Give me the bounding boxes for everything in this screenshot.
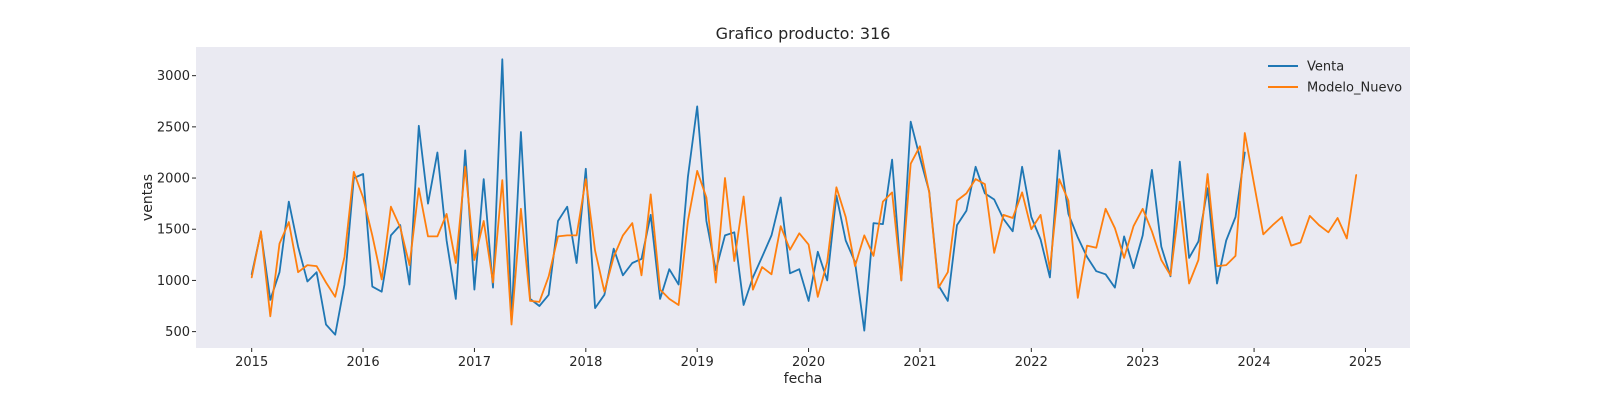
x-axis-label: fecha — [784, 371, 823, 387]
y-tick-label: 500 — [165, 325, 190, 340]
legend-label: Modelo_Nuevo — [1307, 81, 1402, 96]
y-tick-label: 1500 — [157, 223, 190, 238]
y-tick-label: 2000 — [157, 172, 190, 187]
series-line-modelo-nuevo — [250, 132, 1358, 326]
x-tick-label: 2021 — [903, 355, 936, 370]
x-tick-label: 2015 — [235, 355, 268, 370]
y-axis: 500 1000 1500 2000 2500 3000 — [157, 69, 196, 340]
x-axis: 2015 2016 2017 2018 2019 2020 2021 2022 2023 2024… — [235, 348, 1382, 370]
x-tick-label: 2025 — [1349, 355, 1382, 370]
x-tick-label: 2019 — [681, 355, 714, 370]
x-tick-label: 2020 — [792, 355, 825, 370]
chart-title: Grafico producto: 316 — [716, 24, 891, 43]
x-tick-label: 2023 — [1126, 355, 1159, 370]
plot-area — [196, 47, 1410, 348]
y-tick-label: 1000 — [157, 274, 190, 289]
x-tick-label: 2024 — [1238, 355, 1271, 370]
y-tick-label: 2500 — [157, 120, 190, 135]
x-tick-label: 2022 — [1015, 355, 1048, 370]
x-tick-label: 2018 — [569, 355, 602, 370]
series-line-venta — [250, 58, 1246, 336]
legend-label: Venta — [1307, 60, 1344, 75]
y-tick-label: 3000 — [157, 69, 190, 84]
series-layer — [250, 58, 1358, 336]
legend: Venta Modelo_Nuevo — [1268, 60, 1402, 96]
x-tick-label: 2017 — [458, 355, 491, 370]
x-tick-label: 2016 — [347, 355, 380, 370]
y-axis-label: ventas — [140, 174, 156, 221]
